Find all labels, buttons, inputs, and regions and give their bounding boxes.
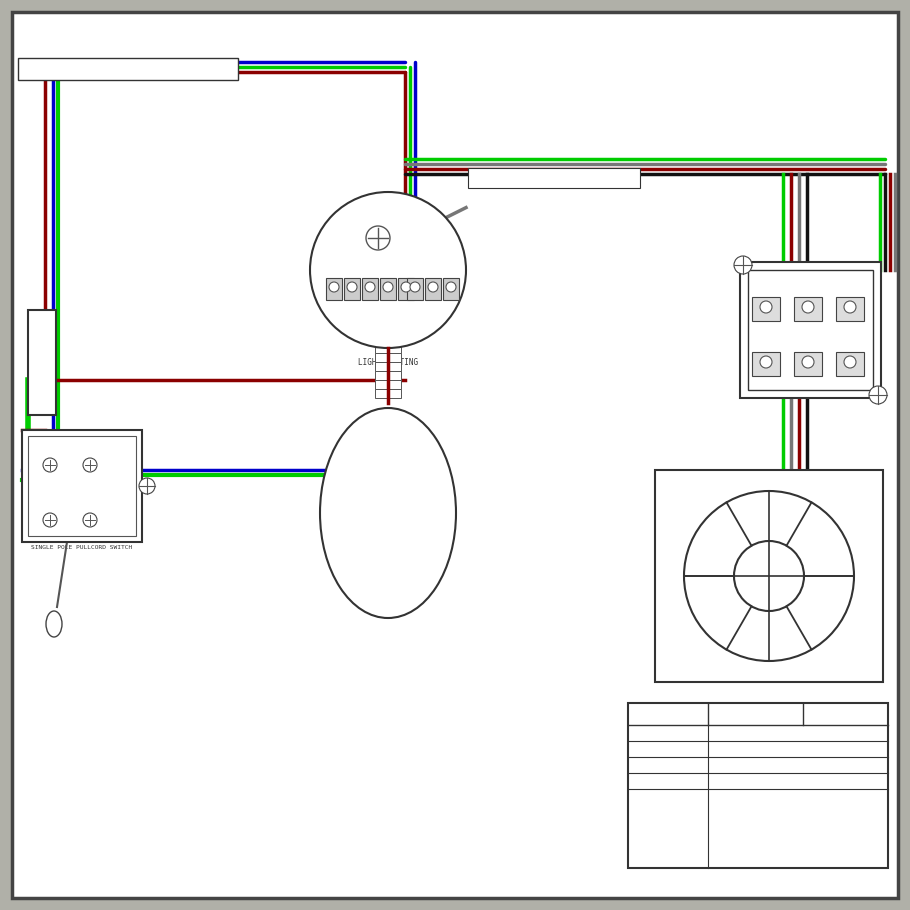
Text: 3 POLE FAN SWITCH: 3 POLE FAN SWITCH [774, 327, 846, 333]
Text: L1: L1 [763, 366, 769, 370]
Circle shape [844, 301, 856, 313]
Text: DRAWN: DRAWN [632, 730, 655, 739]
Ellipse shape [46, 611, 62, 637]
Bar [752, 352, 780, 376]
Bar [628, 703, 888, 868]
Circle shape [410, 282, 420, 292]
Text: 3 CORE & EARTH: 3 CORE & EARTH [521, 174, 586, 183]
Bar [375, 380, 401, 389]
Bar [22, 430, 142, 542]
Circle shape [869, 386, 887, 404]
Bar [740, 262, 881, 398]
Text: TWIN & EARTH: TWIN & EARTH [163, 66, 214, 72]
Text: ENG APPR: ENG APPR [632, 762, 669, 771]
Text: MGR APPR: MGR APPR [632, 777, 669, 786]
Bar [794, 352, 822, 376]
Circle shape [844, 356, 856, 368]
Text: L2: L2 [805, 366, 811, 370]
Bar [18, 58, 238, 80]
Circle shape [684, 491, 854, 661]
Circle shape [734, 541, 804, 611]
Text: N: N [848, 366, 852, 370]
Text: N: N [848, 310, 852, 316]
Circle shape [139, 478, 155, 494]
Circle shape [83, 513, 97, 527]
Circle shape [802, 356, 814, 368]
Circle shape [383, 282, 393, 292]
Bar [655, 470, 883, 682]
Bar [375, 362, 401, 371]
Bar [362, 278, 378, 300]
Bar [375, 344, 401, 353]
Ellipse shape [320, 408, 456, 618]
Bar [794, 297, 822, 321]
Bar [752, 297, 780, 321]
Circle shape [366, 226, 390, 250]
Circle shape [365, 282, 375, 292]
Text: 04/30/15: 04/30/15 [826, 730, 864, 739]
Text: LIGHT FITTING: LIGHT FITTING [358, 358, 418, 367]
Circle shape [401, 282, 411, 292]
Text: Notebook: Notebook [736, 730, 774, 739]
Bar [326, 278, 342, 300]
Bar [836, 297, 864, 321]
Bar [443, 278, 459, 300]
Circle shape [347, 282, 357, 292]
Text: UNLESS OTHERWISE SPECIFIED
DIMENSIONS ARE IN MILLIMETERS
ANGLES ±XX°
2 PL ±X.XXX: UNLESS OTHERWISE SPECIFIED DIMENSIONS AR… [696, 815, 820, 842]
Circle shape [802, 301, 814, 313]
Circle shape [428, 282, 438, 292]
Bar [28, 436, 136, 536]
Bar [836, 352, 864, 376]
Bar [380, 278, 396, 300]
Bar [748, 270, 873, 390]
Circle shape [760, 356, 772, 368]
Bar [407, 278, 423, 300]
Circle shape [43, 513, 57, 527]
Circle shape [310, 192, 466, 348]
Circle shape [734, 256, 752, 274]
Circle shape [329, 282, 339, 292]
Text: DATE: DATE [835, 710, 855, 719]
Text: S LIGHT FITTING: S LIGHT FITTING [24, 63, 131, 76]
Bar [375, 353, 401, 362]
Text: SINGLE POLE PULLCORD SWITCH: SINGLE POLE PULLCORD SWITCH [31, 545, 133, 550]
Circle shape [83, 458, 97, 472]
Text: CHECKED: CHECKED [632, 745, 664, 754]
Bar [28, 310, 56, 415]
Circle shape [446, 282, 456, 292]
Bar [375, 371, 401, 380]
Bar [468, 168, 640, 188]
Text: L2: L2 [805, 310, 811, 316]
Circle shape [43, 458, 57, 472]
Bar [398, 278, 414, 300]
Text: L1: L1 [763, 310, 769, 316]
Circle shape [760, 301, 772, 313]
Bar [344, 278, 360, 300]
Bar [425, 278, 441, 300]
Text: NAME: NAME [745, 710, 765, 719]
Bar [375, 389, 401, 398]
